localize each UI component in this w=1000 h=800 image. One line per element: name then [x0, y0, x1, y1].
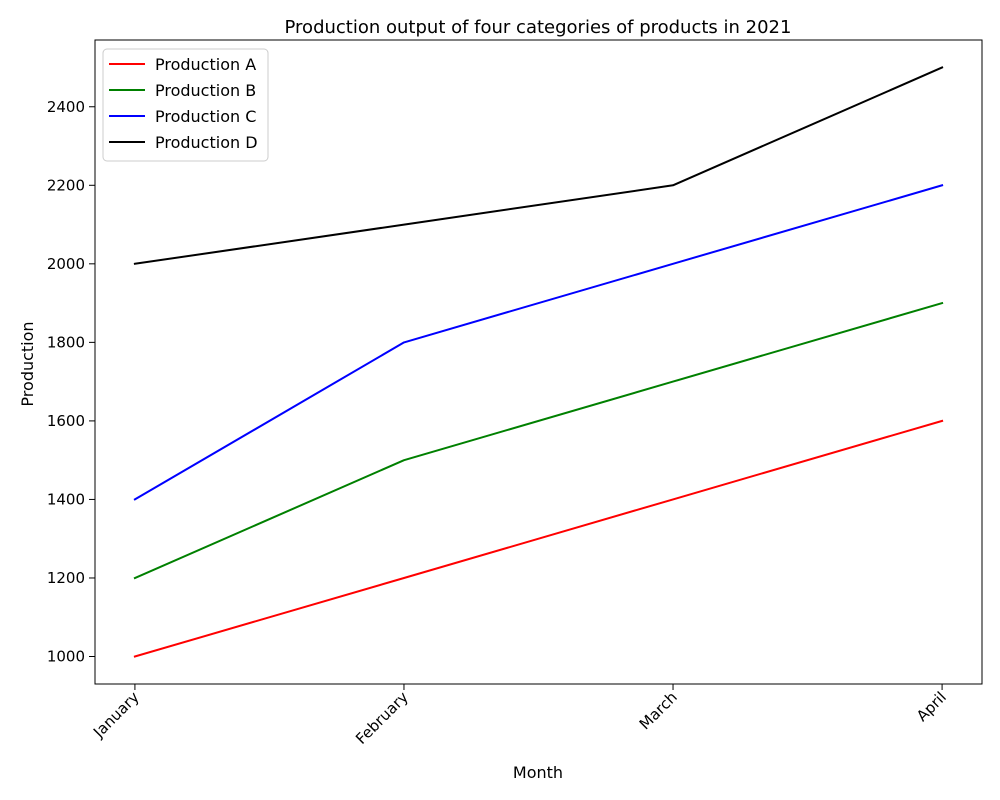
- y-tick-label: 2400: [47, 98, 85, 116]
- legend: Production A Production B Production C Prod…: [102, 48, 269, 162]
- series-line-production-a: [133, 419, 944, 658]
- y-tick-label: 1200: [47, 569, 85, 587]
- x-tick-label: March: [636, 688, 681, 733]
- y-axis-title: Production: [18, 321, 37, 406]
- plot-frame: [94, 39, 983, 685]
- legend-label: Production D: [155, 133, 258, 152]
- y-tick-label: 1400: [47, 490, 85, 508]
- x-tick-label: April: [913, 688, 950, 725]
- legend-box: [102, 48, 269, 162]
- x-tick-label: January: [89, 688, 143, 742]
- x-axis-title: Month: [513, 763, 563, 782]
- y-tick-label: 2200: [47, 176, 85, 194]
- y-tick-label: 1600: [47, 412, 85, 430]
- series-line-production-b: [133, 301, 944, 580]
- legend-label: Production C: [155, 107, 256, 126]
- series-line-production-d: [133, 66, 944, 265]
- legend-label: Production B: [155, 81, 256, 100]
- y-tick-label: 1000: [47, 648, 85, 666]
- chart-title: Production output of four categories of …: [285, 17, 792, 38]
- series-line-production-c: [133, 184, 944, 501]
- legend-label: Production A: [155, 55, 256, 74]
- y-tick-label: 1800: [47, 333, 85, 351]
- y-tick-label: 2000: [47, 255, 85, 273]
- x-tick-label: February: [352, 688, 412, 748]
